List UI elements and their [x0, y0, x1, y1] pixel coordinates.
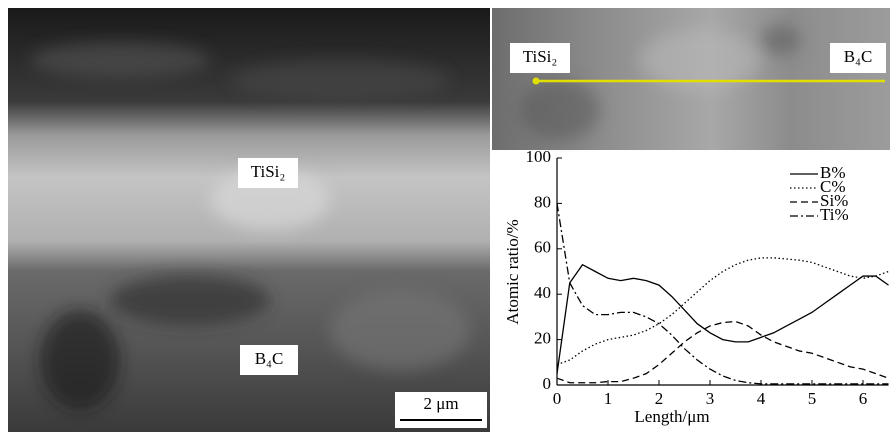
image-label: B₄C	[255, 349, 284, 368]
image-label: TiSi₂	[523, 47, 558, 66]
image-label: B₄C	[844, 47, 873, 66]
y-tick-label: 20	[534, 329, 551, 348]
image-label: TiSi₂	[251, 162, 286, 181]
data-line	[557, 321, 889, 382]
line-chart: Length/μm Atomic ratio/% 0 20 40 60 80 100 0 1 2…	[503, 147, 889, 426]
x-tick-label: 2	[655, 389, 664, 408]
sem-image-top-right: TiSi₂ B₄C	[492, 8, 890, 150]
y-tick-label: 0	[543, 374, 552, 393]
y-tick-label: 80	[534, 192, 551, 211]
x-tick-label: 3	[706, 389, 715, 408]
data-line	[557, 258, 889, 365]
x-axis-label: Length/μm	[634, 407, 709, 426]
x-tick-label: 4	[757, 389, 766, 408]
y-tick-label: 60	[534, 238, 551, 257]
y-tick-label: 40	[534, 283, 551, 302]
figure: TiSi₂ B₄C 2 μm TiSi₂ B₄C Length/μm Atomi…	[0, 0, 890, 432]
x-tick-label: 5	[808, 389, 817, 408]
legend-label: Ti%	[820, 205, 849, 224]
sem-image-left: TiSi₂ B₄C 2 μm	[8, 8, 490, 432]
x-tick-label: 6	[859, 389, 868, 408]
x-tick-label: 0	[553, 389, 562, 408]
scale-bar-label: 2 μm	[423, 394, 458, 413]
y-tick-label: 100	[526, 147, 552, 166]
y-axis-label: Atomic ratio/%	[503, 219, 522, 324]
x-tick-label: 1	[604, 389, 613, 408]
data-line	[557, 265, 889, 374]
